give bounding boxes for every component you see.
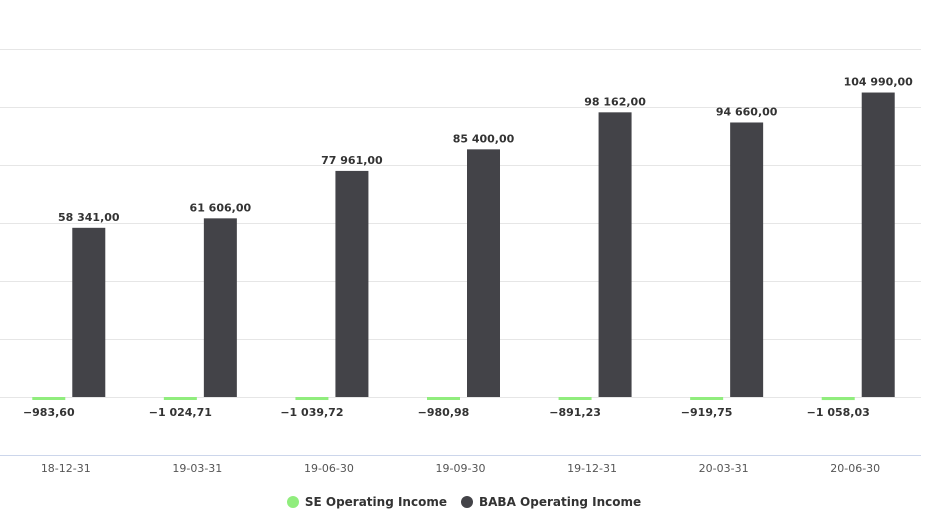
data-label-se: −980,98 <box>418 406 470 419</box>
x-axis: 18-12-31 19-03-31 19-06-30 19-09-30 19-12-31… <box>0 455 921 475</box>
data-label-se: −919,75 <box>681 406 733 419</box>
x-tick-label: 20-03-31 <box>699 462 749 475</box>
legend-item-se[interactable]: SE Operating Income <box>286 495 447 509</box>
data-label-se: −983,60 <box>23 406 75 419</box>
data-label-se: −891,23 <box>549 406 601 419</box>
data-label-baba: 58 341,00 <box>58 211 120 224</box>
legend-label-baba: BABA Operating Income <box>478 495 642 509</box>
bar-baba[interactable] <box>335 170 369 397</box>
bar-se[interactable] <box>821 397 855 401</box>
x-tick-label: 19-12-31 <box>567 462 617 475</box>
bar-baba[interactable] <box>598 112 632 397</box>
data-label-baba: 77 961,00 <box>321 154 383 167</box>
bar-baba[interactable] <box>467 149 500 397</box>
data-labels: −983,60 −1 024,71 −1 039,72 −980,98 −891,23 −… <box>23 76 913 419</box>
bar-baba[interactable] <box>72 227 106 397</box>
legend-item-baba[interactable]: BABA Operating Income <box>460 495 642 509</box>
data-label-se: −1 058,03 <box>807 406 870 419</box>
data-label-baba: 104 990,00 <box>844 76 914 89</box>
bar-baba[interactable] <box>861 92 895 398</box>
x-tick-label: 19-06-30 <box>304 462 354 475</box>
bar-baba[interactable] <box>203 218 237 397</box>
data-label-se: −1 039,72 <box>280 406 343 419</box>
bar-se[interactable] <box>32 397 66 400</box>
bars <box>32 92 895 401</box>
data-label-baba: 98 162,00 <box>584 95 646 108</box>
legend: SE Operating Income BABA Operating Incom… <box>0 492 928 512</box>
legend-label-se: SE Operating Income <box>304 495 447 509</box>
data-label-se: −1 024,71 <box>149 406 212 419</box>
bar-se[interactable] <box>163 397 197 400</box>
x-tick-label: 19-03-31 <box>172 462 222 475</box>
data-label-baba: 61 606,00 <box>190 201 252 214</box>
data-label-baba: 85 400,00 <box>453 132 515 145</box>
grid-lines <box>0 49 921 398</box>
x-tick-label: 19-09-30 <box>436 462 486 475</box>
data-label-baba: 94 660,00 <box>716 105 778 118</box>
bar-se[interactable] <box>295 397 329 401</box>
bar-se[interactable] <box>690 397 724 400</box>
legend-swatch-baba <box>460 496 473 508</box>
legend-swatch-se <box>286 496 299 508</box>
bar-se[interactable] <box>427 397 460 400</box>
x-tick-label: 20-06-30 <box>830 462 880 475</box>
bar-se[interactable] <box>558 397 592 400</box>
x-tick-label: 18-12-31 <box>41 462 91 475</box>
bar-baba[interactable] <box>730 122 764 398</box>
